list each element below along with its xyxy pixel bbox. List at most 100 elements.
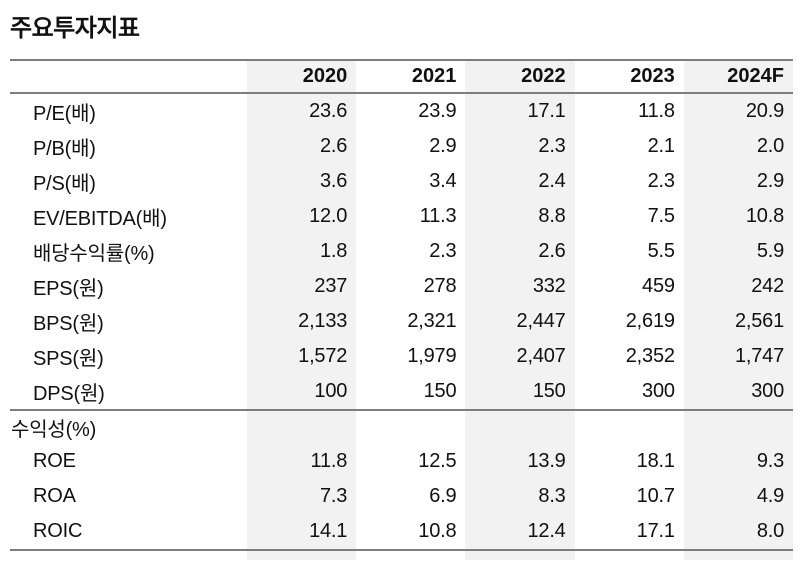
cell-2022: 2,407 [465,339,575,374]
row-label: ROE [33,450,76,472]
page: 주요투자지표 2020 2021 2022 2023 2024F P/E(배) 2… [0,14,809,560]
cell-2020: 1,572 [247,339,357,374]
cell-2024F: 2,561 [683,304,794,339]
cell-2022: 8.8 [465,199,575,234]
cell-2020: 3.6 [247,164,357,199]
cell-2024F: 4.9 [683,479,794,514]
footer-shading-cell [683,551,794,560]
row-label: P/E(배) [33,103,96,125]
footer-shading-cell [465,551,575,560]
cell-2024F: 300 [683,374,794,409]
column-header-2020: 2020 [247,61,357,92]
cell-2023: 2.3 [647,170,675,192]
cell-2023: 10.7 [636,485,675,507]
cell-2020: 7.3 [247,479,357,514]
table-row: EV/EBITDA(배) 12.0 11.3 8.8 7.5 10.8 [10,199,794,234]
cell-2024F: 10.8 [683,199,794,234]
cell-2021: 23.9 [418,100,457,122]
investment-metrics-table: 2020 2021 2022 2023 2024F P/E(배) 23.6 23.9… [10,59,794,551]
row-label: BPS(원) [33,313,104,335]
footer-shading-spacer [10,551,247,560]
table-row: SPS(원) 1,572 1,979 2,407 2,352 1,747 [10,339,794,374]
row-label: DPS(원) [33,383,105,405]
column-header-2024f: 2024F [683,61,794,92]
footer-shading-cell [356,551,465,560]
cell-2024F: 1,747 [683,339,794,374]
cell-2020: 14.1 [247,514,357,549]
table-row: ROA 7.3 6.9 8.3 10.7 4.9 [10,479,794,514]
footer-shading-cell [575,551,684,560]
cell-2023: 2,352 [625,345,675,367]
page-title: 주요투자지표 [10,15,140,42]
cell-2022: 2.4 [465,164,575,199]
cell-2021: 6.9 [429,485,457,507]
row-label: ROIC [33,520,83,542]
cell-2021: 2.3 [429,240,457,262]
cell-2022: 2.6 [465,234,575,269]
cell-2021: 2.9 [429,135,457,157]
row-label: EPS(원) [33,278,104,300]
table-row: BPS(원) 2,133 2,321 2,447 2,619 2,561 [10,304,794,339]
cell-2021: 3.4 [429,170,457,192]
cell-2021: 10.8 [418,520,457,542]
row-label: P/S(배) [33,173,96,195]
table-row: P/E(배) 23.6 23.9 17.1 11.8 20.9 [10,94,794,129]
cell-2023: 17.1 [636,520,675,542]
cell-2020 [247,411,357,444]
cell-2024F: 5.9 [683,234,794,269]
cell-2021: 12.5 [418,450,457,472]
table-row: DPS(원) 100 150 150 300 300 [10,374,794,409]
table-row: ROE 11.8 12.5 13.9 18.1 9.3 [10,444,794,479]
cell-2020: 100 [247,374,357,409]
cell-2024F: 242 [683,269,794,304]
table-row: ROIC 14.1 10.8 12.4 17.1 8.0 [10,514,794,549]
cell-2020: 237 [247,269,357,304]
column-header-2021: 2021 [411,65,457,87]
table-row: 배당수익률(%) 1.8 2.3 2.6 5.5 5.9 [10,234,794,269]
cell-2024F: 2.0 [683,129,794,164]
header-spacer [10,61,247,92]
cell-2024F: 9.3 [683,444,794,479]
cell-2022: 13.9 [465,444,575,479]
cell-2022: 12.4 [465,514,575,549]
row-label: 배당수익률(%) [33,243,155,265]
table-row: EPS(원) 237 278 332 459 242 [10,269,794,304]
cell-2021 [356,411,465,444]
row-label: ROA [33,485,76,507]
cell-2022: 332 [465,269,575,304]
cell-2023: 2.1 [647,135,675,157]
cell-2020: 11.8 [247,444,357,479]
section-header-row: 수익성(%) [10,409,794,444]
table-body: P/E(배) 23.6 23.9 17.1 11.8 20.9 P/B(배) 2.6 2.9 2.… [10,94,794,549]
column-header-2023: 2023 [630,65,675,87]
cell-2021: 2,321 [407,310,457,332]
section-label: 수익성(%) [11,419,97,441]
cell-2023: 18.1 [636,450,675,472]
cell-2022: 2.3 [465,129,575,164]
row-label: P/B(배) [33,138,96,160]
cell-2023: 300 [642,380,675,402]
row-label: SPS(원) [33,348,104,370]
cell-2024F: 8.0 [683,514,794,549]
cell-2021: 1,979 [407,345,457,367]
table-row: P/B(배) 2.6 2.9 2.3 2.1 2.0 [10,129,794,164]
cell-2023: 5.5 [647,240,675,262]
cell-2024F [683,411,794,444]
cell-2021: 150 [423,380,457,402]
table-footer-shading [10,551,794,560]
cell-2021: 11.3 [419,205,457,227]
cell-2020: 1.8 [247,234,357,269]
cell-2021: 278 [423,275,457,297]
cell-2022: 2,447 [465,304,575,339]
table-row: P/S(배) 3.6 3.4 2.4 2.3 2.9 [10,164,794,199]
cell-2020: 2,133 [247,304,357,339]
cell-2023 [575,411,684,444]
cell-2020: 12.0 [247,199,357,234]
cell-2020: 2.6 [247,129,357,164]
cell-2023: 2,619 [625,310,675,332]
cell-2023: 7.5 [647,205,675,227]
table-header-row: 2020 2021 2022 2023 2024F [10,61,794,94]
cell-2022: 8.3 [465,479,575,514]
cell-2022 [465,411,575,444]
cell-2024F: 2.9 [683,164,794,199]
